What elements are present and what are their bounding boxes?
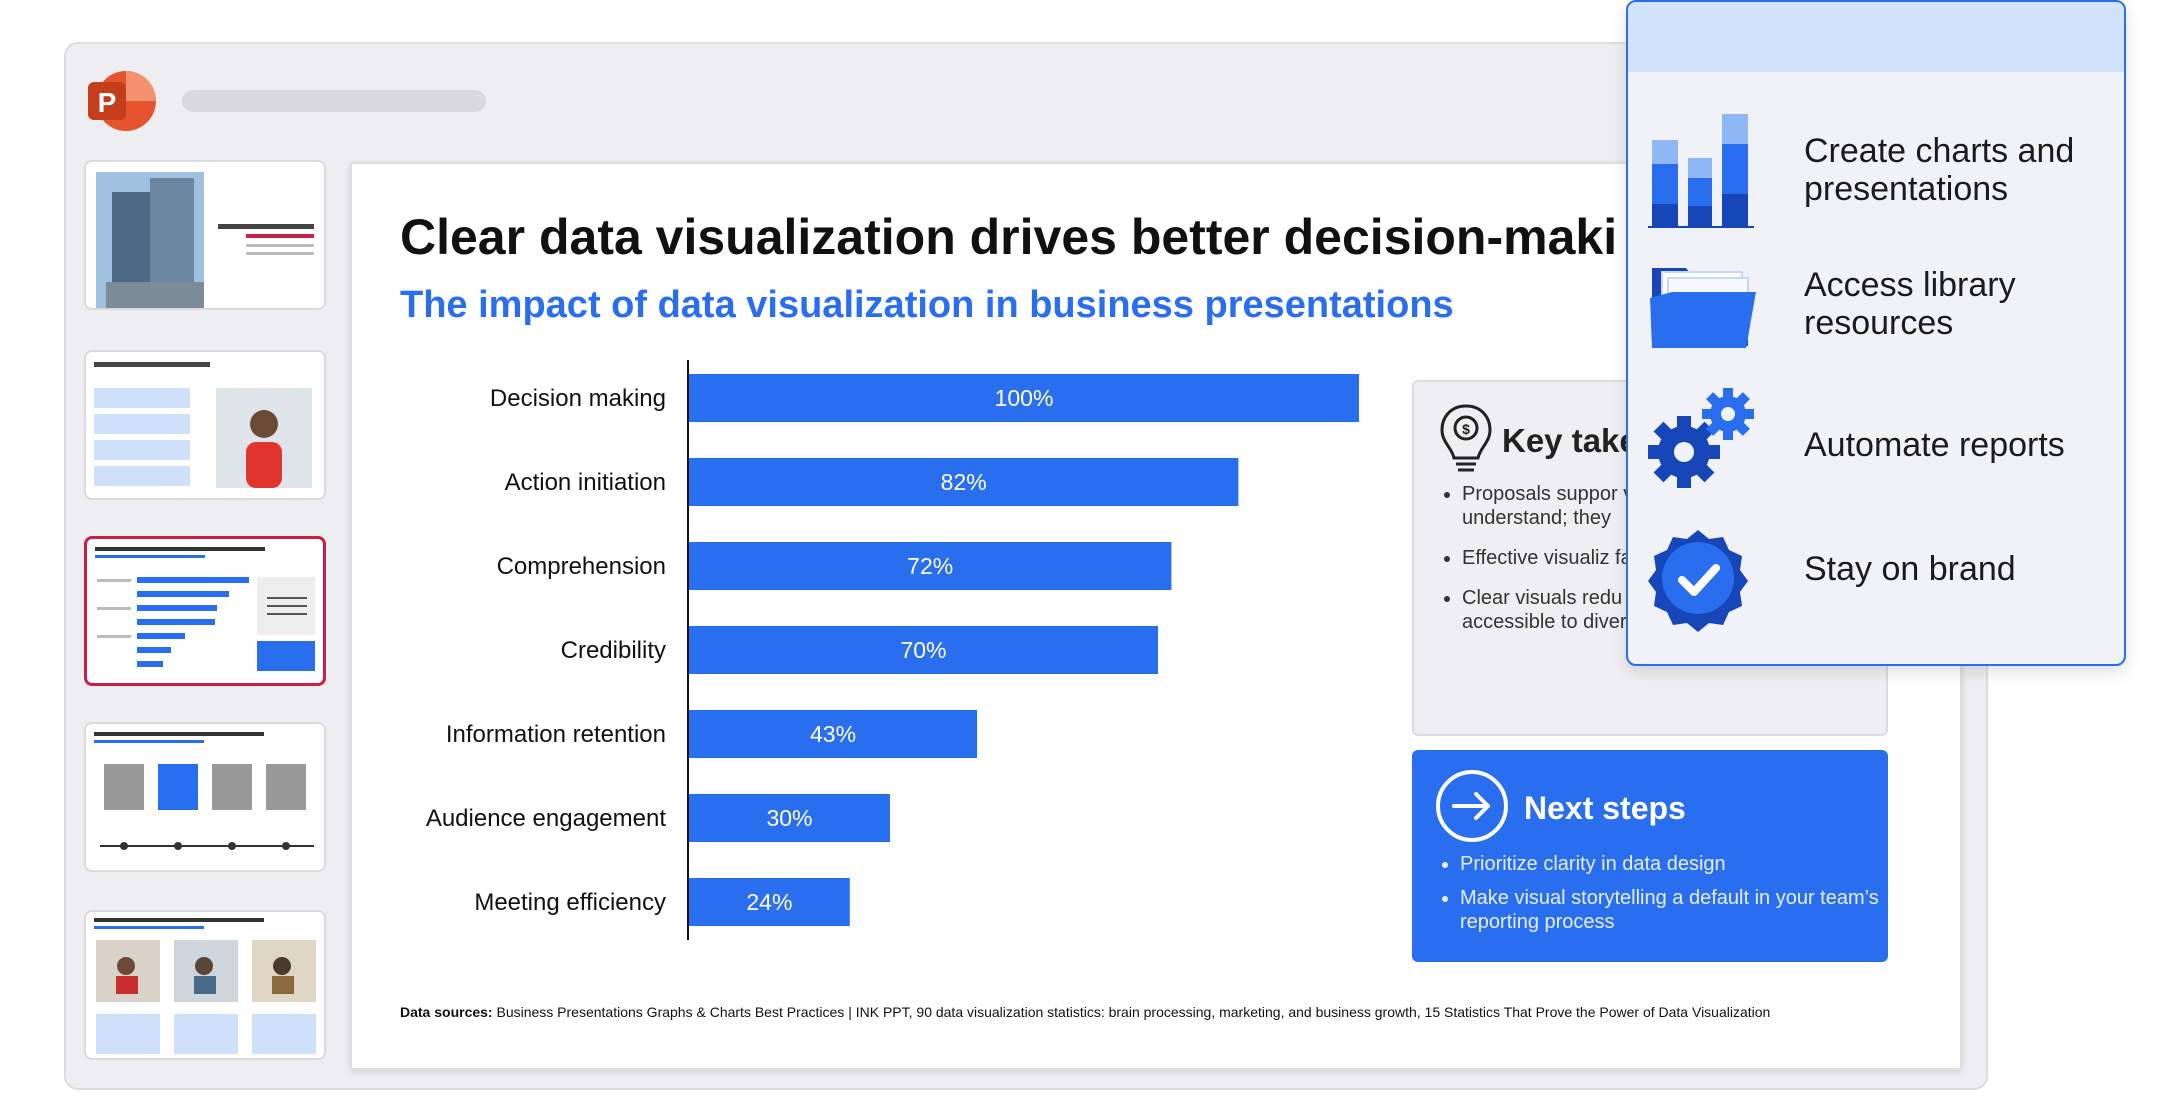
chart-bar xyxy=(689,626,1158,674)
thumbnail-chart-preview xyxy=(95,547,315,671)
next-steps-panel: Next steps Prioritize clarity in data de… xyxy=(1412,750,1888,962)
feature-label: Create charts and presentations xyxy=(1804,132,2075,208)
footnote-text: Business Presentations Graphs & Charts B… xyxy=(492,1004,1771,1020)
next-steps-list: Prioritize clarity in data design Make v… xyxy=(1436,852,1880,944)
next-step-item: Make visual storytelling a default in yo… xyxy=(1460,886,1880,934)
chart-value-label: 24% xyxy=(746,889,792,915)
thumbnail-person-preview xyxy=(94,362,312,488)
arrow-right-circle-icon xyxy=(1436,770,1508,842)
slide-thumbnail-5[interactable] xyxy=(84,910,326,1060)
powerpoint-logo-icon[interactable]: P xyxy=(84,68,160,134)
thumbnail-timeline-preview xyxy=(94,732,314,850)
feature-label: Stay on brand xyxy=(1804,550,2016,588)
svg-text:$: $ xyxy=(1462,421,1470,437)
popup-header xyxy=(1628,2,2124,72)
chart-category-label: Information retention xyxy=(446,721,666,748)
thumbnail-photos-preview xyxy=(94,918,316,1054)
chart-value-label: 70% xyxy=(900,637,946,663)
chart-category-label: Decision making xyxy=(490,385,666,412)
chart-bar xyxy=(689,878,850,926)
chart-category-label: Action initiation xyxy=(505,469,666,496)
feature-create-charts[interactable]: Create charts and presentations xyxy=(1648,102,2108,228)
feature-label: Automate reports xyxy=(1804,426,2065,464)
bar-chart: Decision making 100% Action initiation 82% C… xyxy=(426,360,1359,940)
feature-stay-on-brand[interactable]: Stay on brand xyxy=(1648,526,2108,646)
bar-chart-icon xyxy=(1648,114,1754,228)
chart-category-label: Meeting efficiency xyxy=(474,889,666,916)
slide-thumbnail-4[interactable] xyxy=(84,722,326,872)
next-steps-title: Next steps xyxy=(1524,790,1686,826)
feature-automate-reports[interactable]: Automate reports xyxy=(1648,386,2108,506)
data-sources-footnote: Data sources: Business Presentations Gra… xyxy=(400,1004,1770,1020)
chart-value-label: 43% xyxy=(810,721,856,747)
slide-thumbnail-2[interactable] xyxy=(84,350,326,500)
chart-bar xyxy=(689,458,1239,506)
chart-bar xyxy=(689,794,890,842)
feature-label: Access library resources xyxy=(1804,266,2016,342)
chart-value-label: 82% xyxy=(941,469,987,495)
slide-thumbnail-1[interactable] xyxy=(84,160,326,310)
gears-icon xyxy=(1648,388,1754,488)
chart-bar xyxy=(689,374,1359,422)
feature-access-library[interactable]: Access library resources xyxy=(1648,258,2108,378)
slide-title: Clear data visualization drives better d… xyxy=(400,209,1618,265)
badge-check-icon xyxy=(1648,530,1748,632)
chart-category-label: Comprehension xyxy=(497,553,666,580)
folder-icon xyxy=(1650,268,1756,348)
slide-thumbnail-3[interactable] xyxy=(84,536,326,686)
chart-category-label: Audience engagement xyxy=(426,805,667,832)
footnote-label: Data sources: xyxy=(400,1004,493,1020)
lightbulb-icon: $ xyxy=(1440,404,1492,472)
chart-value-label: 30% xyxy=(766,805,812,831)
key-takeaways-title: Key take xyxy=(1502,422,1638,459)
next-step-item: Prioritize clarity in data design xyxy=(1460,852,1880,876)
svg-text:P: P xyxy=(98,87,117,118)
chart-category-label: Credibility xyxy=(561,637,666,664)
chart-bar xyxy=(689,710,978,758)
thumbnail-building-preview xyxy=(96,172,314,308)
chart-value-label: 100% xyxy=(995,385,1054,411)
title-bar-placeholder xyxy=(182,90,486,112)
chart-bar xyxy=(689,542,1172,590)
slide-subtitle: The impact of data visualization in busi… xyxy=(400,284,1454,326)
chart-value-label: 72% xyxy=(907,553,953,579)
feature-popup: Create charts and presentations Access l… xyxy=(1626,0,2126,666)
